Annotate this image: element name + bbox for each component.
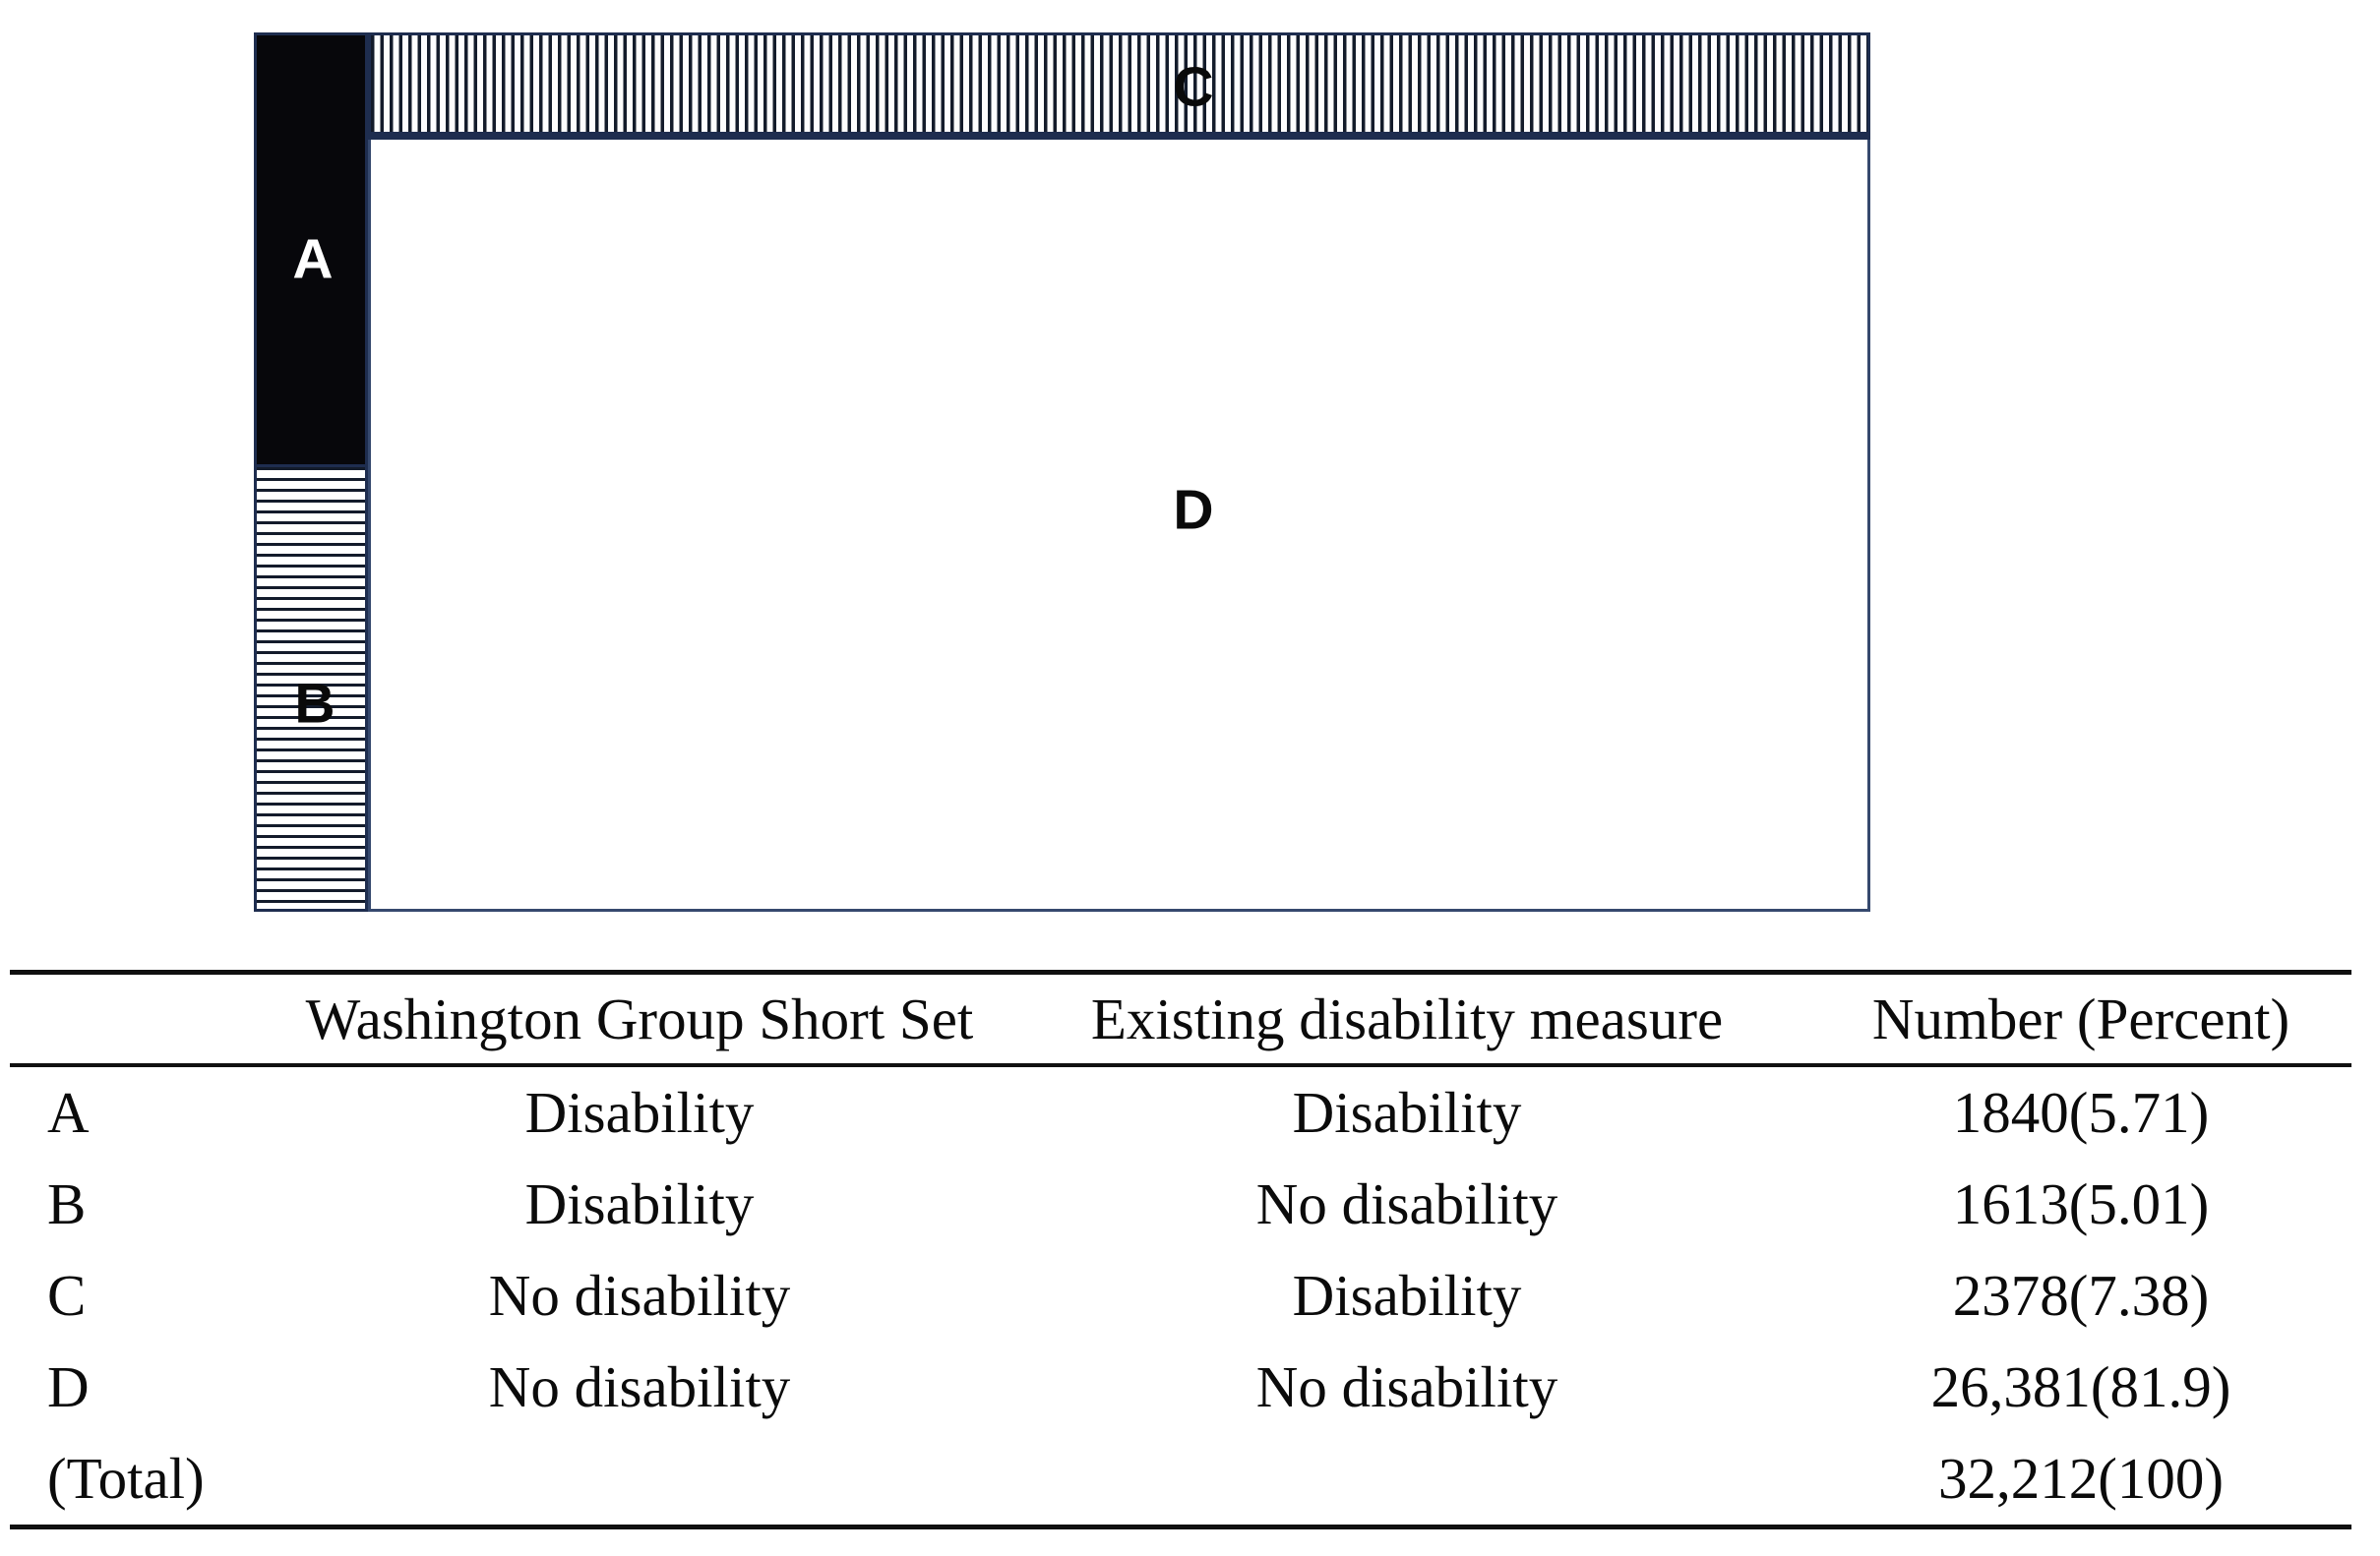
cell-number: 26,381(81.9) [1930,1354,2231,1419]
header-existing-measure: Existing disability measure [1090,986,1724,1051]
header-wgss: Washington Group Short Set [305,986,974,1051]
cell-wgss: Disability [524,1080,755,1145]
cell-existing [1004,1433,1810,1527]
region-label-b: B [294,672,336,736]
table-row-b: B Disability No disability 1613(5.01) [10,1159,2351,1250]
cell-wgss: No disability [488,1354,791,1419]
cell-existing: No disability [1255,1171,1558,1236]
area-b-hstripe-bar [254,464,368,912]
region-label-d: D [1173,478,1214,542]
area-c-vstripe-bar [368,32,1870,140]
region-label-a: A [292,227,334,291]
row-label: C [47,1263,87,1328]
cell-existing: Disability [1292,1263,1522,1328]
cell-wgss: No disability [488,1263,791,1328]
area-a-black-bar [254,32,368,464]
table-row-c: C No disability Disability 2378(7.38) [10,1250,2351,1342]
cell-wgss [275,1433,1004,1527]
row-label: (Total) [47,1446,205,1511]
disability-summary-table: Washington Group Short Set Existing disa… [10,970,2351,1529]
cell-number: 2378(7.38) [1952,1263,2210,1328]
header-number-percent: Number (Percent) [1871,986,2290,1051]
cell-existing: No disability [1255,1354,1558,1419]
cell-number: 32,212(100) [1937,1446,2225,1511]
table-row-a: A Disability Disability 1840(5.71) [10,1065,2351,1159]
cell-existing: Disability [1292,1080,1522,1145]
area-d-white-rect [368,140,1870,912]
region-label-c: C [1173,55,1214,119]
row-label: B [47,1171,87,1236]
cell-number: 1840(5.71) [1952,1080,2210,1145]
table-row-d: D No disability No disability 26,381(81.… [10,1342,2351,1433]
row-label: D [47,1354,90,1419]
cell-wgss: Disability [524,1171,755,1236]
table-header-row: Washington Group Short Set Existing disa… [10,972,2351,1066]
row-label: A [47,1080,90,1145]
header-blank [10,973,275,1066]
table-row-total: (Total) 32,212(100) [10,1433,2351,1527]
cell-number: 1613(5.01) [1952,1171,2210,1236]
